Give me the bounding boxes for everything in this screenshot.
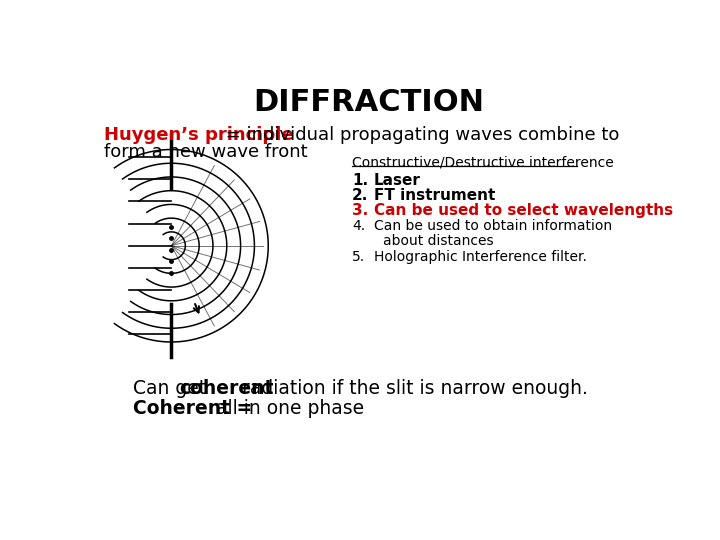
Text: radiation if the slit is narrow enough.: radiation if the slit is narrow enough. bbox=[235, 379, 588, 398]
Text: 2.: 2. bbox=[352, 188, 369, 203]
Text: DIFFRACTION: DIFFRACTION bbox=[253, 88, 485, 117]
Text: all in one phase: all in one phase bbox=[215, 399, 364, 418]
Text: Coherent =: Coherent = bbox=[132, 399, 258, 418]
Text: 4.: 4. bbox=[352, 219, 365, 233]
Text: Constructive/Destructive interference: Constructive/Destructive interference bbox=[352, 156, 613, 170]
Text: Can get: Can get bbox=[132, 379, 212, 398]
Text: coherent: coherent bbox=[179, 379, 274, 398]
Text: Can be used to select wavelengths: Can be used to select wavelengths bbox=[374, 204, 672, 218]
Text: Huygen’s principle: Huygen’s principle bbox=[104, 126, 294, 144]
Text: Can be used to obtain information: Can be used to obtain information bbox=[374, 219, 612, 233]
Text: FT instrument: FT instrument bbox=[374, 188, 495, 203]
Text: 5.: 5. bbox=[352, 249, 365, 264]
Text: about distances: about distances bbox=[383, 234, 494, 248]
Text: form a new wave front: form a new wave front bbox=[104, 143, 307, 161]
Text: Laser: Laser bbox=[374, 173, 420, 187]
Text: Holographic Interference filter.: Holographic Interference filter. bbox=[374, 249, 587, 264]
Text: 1.: 1. bbox=[352, 173, 368, 187]
Text: 3.: 3. bbox=[352, 204, 368, 218]
Text: = individual propagating waves combine to: = individual propagating waves combine t… bbox=[220, 126, 620, 144]
